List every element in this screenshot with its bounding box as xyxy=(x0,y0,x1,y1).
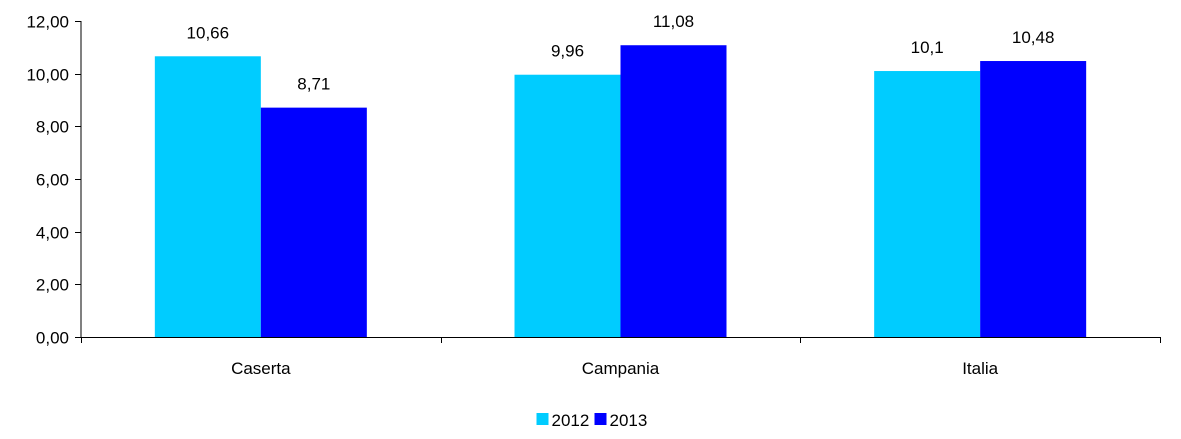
y-tick-label: 0,00 xyxy=(36,329,69,348)
y-tick-label: 2,00 xyxy=(36,276,69,295)
x-axis: Caserta Campania Italia xyxy=(81,337,1161,378)
bars: 10,66 8,71 9,96 11,08 10,1 10,48 xyxy=(154,12,1087,338)
legend-label: 2012 xyxy=(552,411,590,430)
bar-data-label: 10,1 xyxy=(911,38,944,57)
bar-2012-caserta xyxy=(154,56,261,337)
bar-2013-caserta xyxy=(260,107,367,338)
legend-label: 2013 xyxy=(610,411,648,430)
bar-data-label: 8,71 xyxy=(297,75,330,94)
y-tick-label: 10,00 xyxy=(26,66,69,85)
bar-data-label: 9,96 xyxy=(551,42,584,61)
x-category-label: Campania xyxy=(582,359,660,378)
y-tick-label: 8,00 xyxy=(36,118,69,137)
x-category-label: Caserta xyxy=(231,359,291,378)
y-tick-label: 4,00 xyxy=(36,224,69,243)
x-category-label: Italia xyxy=(962,359,998,378)
bar-data-label: 10,66 xyxy=(187,23,230,42)
bar-2012-italia xyxy=(874,71,981,338)
y-tick-label: 6,00 xyxy=(36,171,69,190)
bar-data-label: 11,08 xyxy=(653,12,694,31)
legend-swatch-2012 xyxy=(536,413,549,425)
bar-2012-campania xyxy=(514,74,621,337)
bar-2013-italia xyxy=(980,61,1087,337)
bar-data-label: 10,48 xyxy=(1012,28,1055,47)
legend: 2012 2013 xyxy=(536,411,648,430)
bar-2013-campania xyxy=(620,45,727,338)
legend-swatch-2013 xyxy=(594,413,607,425)
y-axis: 0,00 2,00 4,00 6,00 8,00 10,00 12,00 xyxy=(26,13,82,348)
y-tick-label: 12,00 xyxy=(26,13,69,32)
